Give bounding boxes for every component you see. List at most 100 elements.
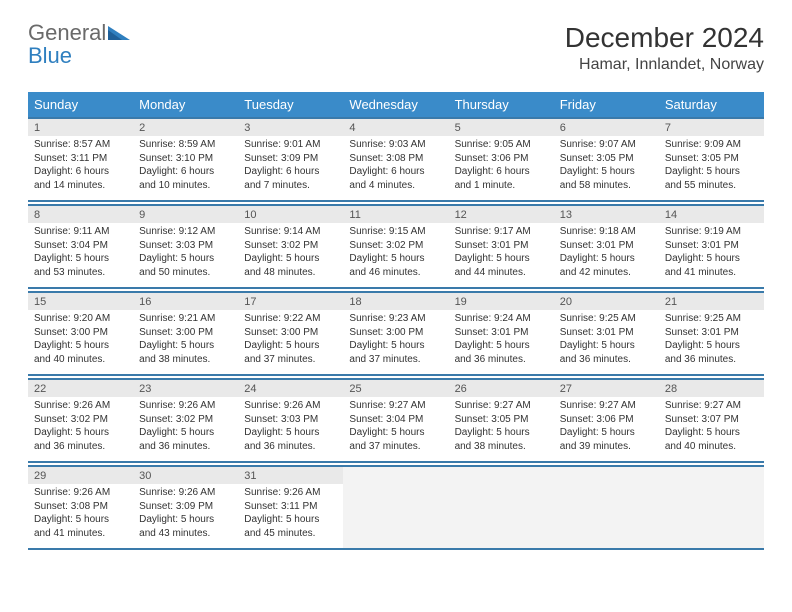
day-number: 12 — [449, 206, 554, 223]
sunset-line: Sunset: 3:02 PM — [34, 413, 127, 427]
day-number-cell: 15 — [28, 292, 133, 310]
day-cell: Sunrise: 9:14 AMSunset: 3:02 PMDaylight:… — [238, 223, 343, 288]
sunset-line: Sunset: 3:08 PM — [34, 500, 127, 514]
day-number: 18 — [343, 293, 448, 310]
empty-cell — [343, 466, 448, 484]
calendar-week-daynum-row: 15161718192021 — [28, 292, 764, 310]
day-number-cell: 1 — [28, 118, 133, 136]
calendar-week-body-row: Sunrise: 9:20 AMSunset: 3:00 PMDaylight:… — [28, 310, 764, 375]
day-number-cell: 31 — [238, 466, 343, 484]
calendar-page: General Blue December 2024 Hamar, Innlan… — [0, 0, 792, 570]
day-cell: Sunrise: 9:18 AMSunset: 3:01 PMDaylight:… — [554, 223, 659, 288]
day-number-cell: 25 — [343, 379, 448, 397]
day-cell: Sunrise: 9:03 AMSunset: 3:08 PMDaylight:… — [343, 136, 448, 201]
day-number-cell: 27 — [554, 379, 659, 397]
sunrise-line: Sunrise: 9:01 AM — [244, 138, 337, 152]
day-number: 26 — [449, 380, 554, 397]
daylight-line: Daylight: 6 hours and 4 minutes. — [349, 165, 442, 192]
sunset-line: Sunset: 3:00 PM — [349, 326, 442, 340]
sunrise-line: Sunrise: 9:19 AM — [665, 225, 758, 239]
empty-cell — [659, 466, 764, 484]
title-block: December 2024 Hamar, Innlandet, Norway — [565, 22, 764, 74]
sunrise-line: Sunrise: 9:07 AM — [560, 138, 653, 152]
day-number: 10 — [238, 206, 343, 223]
day-number-cell: 14 — [659, 205, 764, 223]
day-number-cell: 13 — [554, 205, 659, 223]
location-subtitle: Hamar, Innlandet, Norway — [565, 56, 764, 74]
calendar-week-daynum-row: 22232425262728 — [28, 379, 764, 397]
day-number: 29 — [28, 467, 133, 484]
day-number: 5 — [449, 119, 554, 136]
logo-flag-icon — [108, 24, 130, 40]
daylight-line: Daylight: 5 hours and 55 minutes. — [665, 165, 758, 192]
sunset-line: Sunset: 3:00 PM — [244, 326, 337, 340]
daylight-line: Daylight: 5 hours and 41 minutes. — [34, 513, 127, 540]
calendar-week-daynum-row: 1234567 — [28, 118, 764, 136]
day-cell: Sunrise: 8:57 AMSunset: 3:11 PMDaylight:… — [28, 136, 133, 201]
day-number: 21 — [659, 293, 764, 310]
brand-logo: General Blue — [28, 22, 130, 68]
sunrise-line: Sunrise: 9:26 AM — [244, 486, 337, 500]
sunset-line: Sunset: 3:06 PM — [560, 413, 653, 427]
sunrise-line: Sunrise: 9:11 AM — [34, 225, 127, 239]
sunset-line: Sunset: 3:11 PM — [34, 152, 127, 166]
day-cell: Sunrise: 9:27 AMSunset: 3:04 PMDaylight:… — [343, 397, 448, 462]
daylight-line: Daylight: 5 hours and 36 minutes. — [665, 339, 758, 366]
sunset-line: Sunset: 3:10 PM — [139, 152, 232, 166]
day-number: 27 — [554, 380, 659, 397]
daylight-line: Daylight: 5 hours and 40 minutes. — [665, 426, 758, 453]
sunrise-line: Sunrise: 9:05 AM — [455, 138, 548, 152]
daylight-line: Daylight: 5 hours and 36 minutes. — [560, 339, 653, 366]
day-cell: Sunrise: 9:26 AMSunset: 3:09 PMDaylight:… — [133, 484, 238, 549]
day-number: 9 — [133, 206, 238, 223]
sunrise-line: Sunrise: 9:18 AM — [560, 225, 653, 239]
daylight-line: Daylight: 5 hours and 36 minutes. — [34, 426, 127, 453]
sunset-line: Sunset: 3:06 PM — [455, 152, 548, 166]
daylight-line: Daylight: 6 hours and 14 minutes. — [34, 165, 127, 192]
day-number-cell: 7 — [659, 118, 764, 136]
sunrise-line: Sunrise: 9:09 AM — [665, 138, 758, 152]
day-number: 8 — [28, 206, 133, 223]
header-row: General Blue December 2024 Hamar, Innlan… — [28, 22, 764, 74]
logo-word-general: General — [28, 20, 106, 45]
sunset-line: Sunset: 3:04 PM — [34, 239, 127, 253]
sunset-line: Sunset: 3:07 PM — [665, 413, 758, 427]
day-number-cell: 11 — [343, 205, 448, 223]
sunset-line: Sunset: 3:00 PM — [34, 326, 127, 340]
day-number: 6 — [554, 119, 659, 136]
daylight-line: Daylight: 6 hours and 7 minutes. — [244, 165, 337, 192]
day-cell: Sunrise: 9:05 AMSunset: 3:06 PMDaylight:… — [449, 136, 554, 201]
sunrise-line: Sunrise: 9:27 AM — [665, 399, 758, 413]
day-number-cell: 3 — [238, 118, 343, 136]
sunrise-line: Sunrise: 9:15 AM — [349, 225, 442, 239]
day-number: 17 — [238, 293, 343, 310]
sunrise-line: Sunrise: 8:59 AM — [139, 138, 232, 152]
day-number-cell: 9 — [133, 205, 238, 223]
sunrise-line: Sunrise: 9:23 AM — [349, 312, 442, 326]
sunrise-line: Sunrise: 9:22 AM — [244, 312, 337, 326]
sunset-line: Sunset: 3:03 PM — [244, 413, 337, 427]
sunset-line: Sunset: 3:05 PM — [665, 152, 758, 166]
daylight-line: Daylight: 5 hours and 37 minutes. — [244, 339, 337, 366]
day-number: 3 — [238, 119, 343, 136]
daylight-line: Daylight: 5 hours and 46 minutes. — [349, 252, 442, 279]
calendar-week-body-row: Sunrise: 9:11 AMSunset: 3:04 PM Daylight:… — [28, 223, 764, 288]
weekday-header: Monday — [133, 92, 238, 118]
logo-text-block: General Blue — [28, 22, 130, 68]
daylight-line: Daylight: 5 hours and 40 minutes. — [34, 339, 127, 366]
daylight-line: Daylight: 5 hours and 42 minutes. — [560, 252, 653, 279]
sunrise-line: Sunrise: 9:26 AM — [34, 399, 127, 413]
day-cell: Sunrise: 9:26 AMSunset: 3:03 PMDaylight:… — [238, 397, 343, 462]
weekday-header: Thursday — [449, 92, 554, 118]
day-number-cell: 26 — [449, 379, 554, 397]
empty-cell — [449, 466, 554, 484]
day-number-cell: 22 — [28, 379, 133, 397]
day-cell: Sunrise: 9:27 AMSunset: 3:05 PMDaylight:… — [449, 397, 554, 462]
sunrise-line: Sunrise: 9:25 AM — [560, 312, 653, 326]
sunset-line: Sunset: 3:00 PM — [139, 326, 232, 340]
day-number-cell: 18 — [343, 292, 448, 310]
daylight-line: Daylight: 5 hours and 58 minutes. — [560, 165, 653, 192]
day-cell: Sunrise: 9:23 AMSunset: 3:00 PMDaylight:… — [343, 310, 448, 375]
calendar-week-body-row: Sunrise: 8:57 AMSunset: 3:11 PMDaylight:… — [28, 136, 764, 201]
sunrise-line: Sunrise: 9:12 AM — [139, 225, 232, 239]
